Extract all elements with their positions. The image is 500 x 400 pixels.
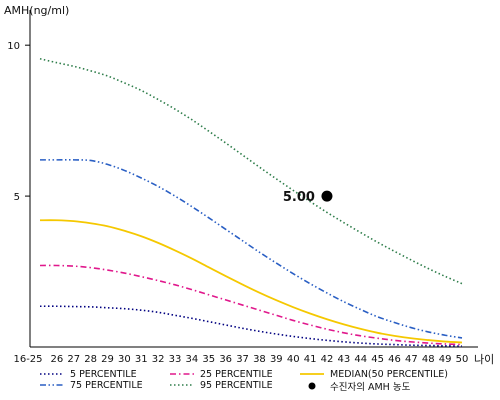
x-tick-label-43: 43: [337, 354, 350, 365]
y-tick-label-10: 10: [7, 41, 20, 52]
legend: 5 PERCENTILE 25 PERCENTILE MEDIAN(50 PERCE…: [40, 369, 448, 393]
x-tick-label-28: 28: [84, 354, 97, 365]
legend-swatch-patient-amh: [308, 382, 316, 390]
patient-amh-marker: [321, 190, 333, 202]
x-tick-label-44: 44: [354, 354, 367, 365]
series-line-75-percentile: [39, 159, 463, 339]
x-tick-label-29: 29: [101, 354, 114, 365]
x-tick-label-34: 34: [186, 354, 199, 365]
x-tick-label-45: 45: [371, 354, 384, 365]
x-tick-label-49: 49: [439, 354, 452, 365]
series-line-median-50-percentile-: [39, 219, 463, 344]
x-tick-label-46: 46: [388, 354, 401, 365]
legend-label-median-50-percentile-: MEDIAN(50 PERCENTILE): [330, 369, 448, 380]
x-tick-label-38: 38: [253, 354, 266, 365]
y-axis-label: AMH(ng/ml): [4, 4, 69, 17]
legend-label-5-percentile: 5 PERCENTILE: [70, 369, 137, 380]
legend-label-75-percentile: 75 PERCENTILE: [70, 380, 143, 391]
patient-amh-value-label: 5.00: [283, 190, 315, 205]
axes: AMH(ng/ml) 5 10 16-25 26 27 28 29 30 31 32 33 34 35 36…: [4, 4, 494, 366]
series-line-95-percentile: [39, 57, 463, 285]
y-tick-label-5: 5: [14, 192, 20, 203]
x-tick-label-47: 47: [405, 354, 418, 365]
x-tick-label-41: 41: [304, 354, 317, 365]
legend-label-25-percentile: 25 PERCENTILE: [200, 369, 273, 380]
x-tick-label-31: 31: [135, 354, 148, 365]
series-layer: [39, 57, 463, 347]
x-tick-label-48: 48: [422, 354, 435, 365]
x-tick-label-26: 26: [51, 354, 64, 365]
x-tick-label-39: 39: [270, 354, 283, 365]
legend-label-patient-amh: 수진자의 AMH 농도: [330, 382, 411, 393]
series-line-5-percentile: [39, 305, 463, 347]
x-tick-label-35: 35: [202, 354, 215, 365]
marker-layer: 5.00: [283, 190, 333, 205]
x-tick-label-36: 36: [219, 354, 232, 365]
series-line-25-percentile: [39, 264, 463, 346]
x-axis-label: 나이: [474, 353, 494, 366]
legend-label-95-percentile: 95 PERCENTILE: [200, 380, 273, 391]
x-tick-label-42: 42: [321, 354, 334, 365]
x-tick-label-33: 33: [169, 354, 182, 365]
x-tick-label-32: 32: [152, 354, 165, 365]
x-tick-label-30: 30: [118, 354, 131, 365]
x-tick-label-40: 40: [287, 354, 300, 365]
x-tick-label-16-25: 16-25: [13, 354, 42, 365]
x-tick-label-37: 37: [236, 354, 249, 365]
x-tick-label-50: 50: [456, 354, 469, 365]
x-tick-label-27: 27: [67, 354, 80, 365]
